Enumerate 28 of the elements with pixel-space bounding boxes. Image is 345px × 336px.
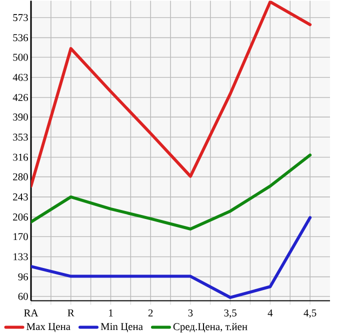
y-tick-label: 316: [13, 154, 28, 161]
y-tick-label: 243: [13, 194, 28, 201]
y-tick-label: 573: [13, 14, 28, 22]
x-tick-label: 4,5: [304, 310, 316, 318]
x-tick-label: 4: [268, 310, 273, 316]
x-tick-label: R: [68, 310, 74, 316]
legend-label: Сред.Цена, т.йен: [173, 323, 248, 332]
y-tick-label: 463: [12, 74, 28, 82]
y-tick-label: 426: [12, 94, 28, 102]
y-tick-label: 60: [18, 293, 28, 300]
line-series: [31, 154, 312, 231]
y-tick-label: 353: [13, 134, 28, 141]
x-tick-label: 2: [148, 310, 153, 316]
x-tick-label: 3,5: [224, 310, 236, 318]
x-tick-label: RA: [24, 310, 38, 316]
y-tick-label: 206: [13, 214, 28, 221]
line-series: [31, 0, 312, 188]
legend-label: Max Цена: [26, 323, 70, 332]
y-tick-label: 390: [13, 114, 28, 121]
y-tick-label: 500: [13, 54, 28, 61]
y-tick-label: 133: [14, 253, 28, 260]
y-tick-label: 96: [18, 273, 28, 280]
x-tick-label: 3: [188, 310, 193, 317]
y-tick-label: 280: [13, 173, 28, 180]
legend-label: Min Цена: [100, 323, 143, 332]
y-tick-label: 170: [14, 233, 28, 240]
y-tick-label: 536: [13, 34, 28, 42]
x-tick-label: 1: [109, 310, 113, 316]
